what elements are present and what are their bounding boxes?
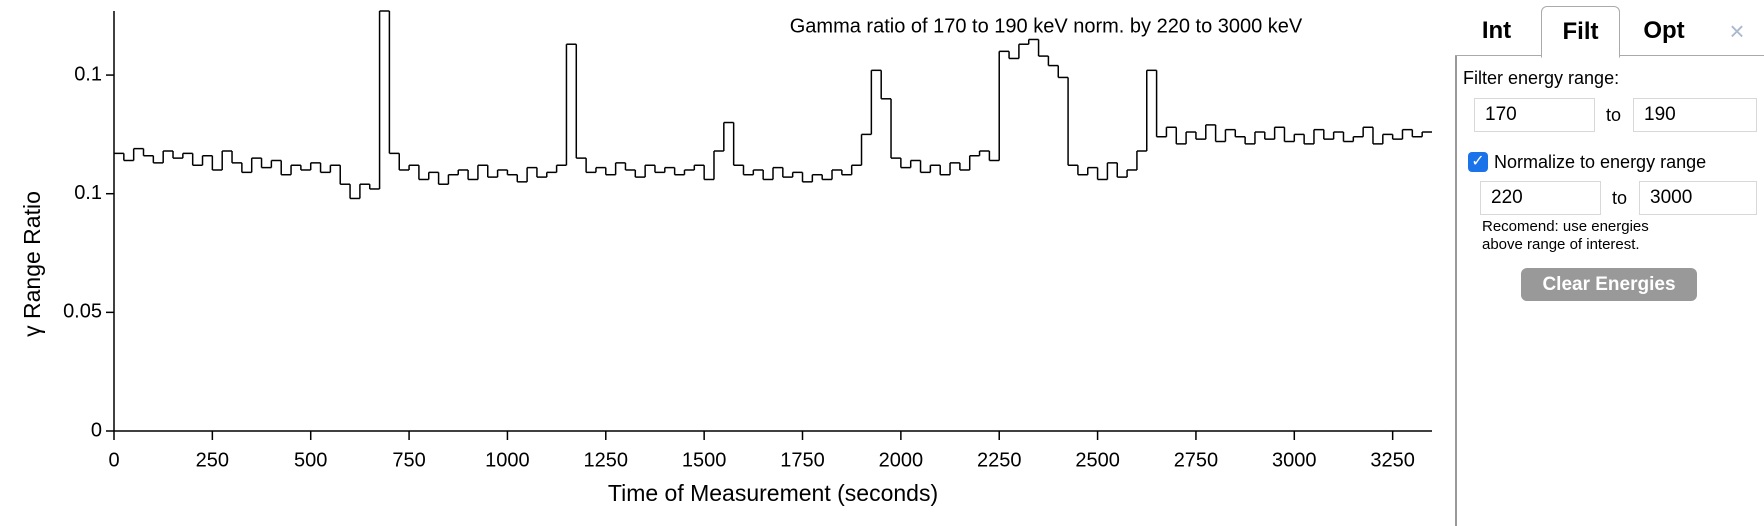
chart-title: Gamma ratio of 170 to 190 keV norm. by 2… xyxy=(790,15,1303,37)
x-tick-label: 500 xyxy=(294,449,327,471)
x-tick-label: 2500 xyxy=(1075,449,1120,471)
x-tick-label: 1250 xyxy=(584,449,629,471)
x-tick-label: 1750 xyxy=(780,449,825,471)
close-button[interactable]: × xyxy=(1729,15,1745,46)
y-axis-label: γ Range Ratio xyxy=(19,191,45,337)
y-tick-label: 0 xyxy=(91,419,102,441)
tab[interactable]: Opt xyxy=(1643,17,1685,44)
x-tick-label: 1500 xyxy=(682,449,727,471)
x-axis-label: Time of Measurement (seconds) xyxy=(608,480,938,506)
normalize-checkbox[interactable]: ✓ xyxy=(1468,152,1488,172)
clear-energies-button[interactable]: Clear Energies xyxy=(1521,268,1697,301)
chart: Gamma ratio of 170 to 190 keV norm. by 2… xyxy=(19,10,1432,506)
norm-high-input[interactable]: 3000 xyxy=(1639,181,1757,215)
filter-label: Filter energy range: xyxy=(1463,68,1620,88)
x-tick-label: 3000 xyxy=(1272,449,1317,471)
y-tick-label: 0.1 xyxy=(74,182,102,204)
filter-high-input[interactable]: 190 xyxy=(1633,98,1757,132)
x-tick-label: 0 xyxy=(108,449,119,471)
x-tick-label: 3250 xyxy=(1370,449,1415,471)
recommend-note: Recomend: use energies above range of in… xyxy=(1482,218,1649,253)
x-tick-label: 2000 xyxy=(879,449,924,471)
tab-active[interactable]: Filt xyxy=(1541,6,1620,58)
range-separator: to xyxy=(1612,188,1628,208)
x-tick-label: 250 xyxy=(196,449,229,471)
x-tick-label: 1000 xyxy=(485,449,530,471)
y-tick-label: 0.05 xyxy=(63,301,102,323)
panel-border xyxy=(1455,56,1457,526)
x-tick-label: 2750 xyxy=(1174,449,1219,471)
y-tick-label: 0.1 xyxy=(74,63,102,85)
filter-low-input[interactable]: 170 xyxy=(1474,98,1595,132)
tab[interactable]: Int xyxy=(1481,17,1512,44)
normalize-label: Normalize to energy range xyxy=(1494,152,1707,172)
range-separator: to xyxy=(1606,105,1622,125)
x-tick-label: 750 xyxy=(392,449,425,471)
x-tick-label: 2250 xyxy=(977,449,1022,471)
norm-low-input[interactable]: 220 xyxy=(1480,181,1601,215)
